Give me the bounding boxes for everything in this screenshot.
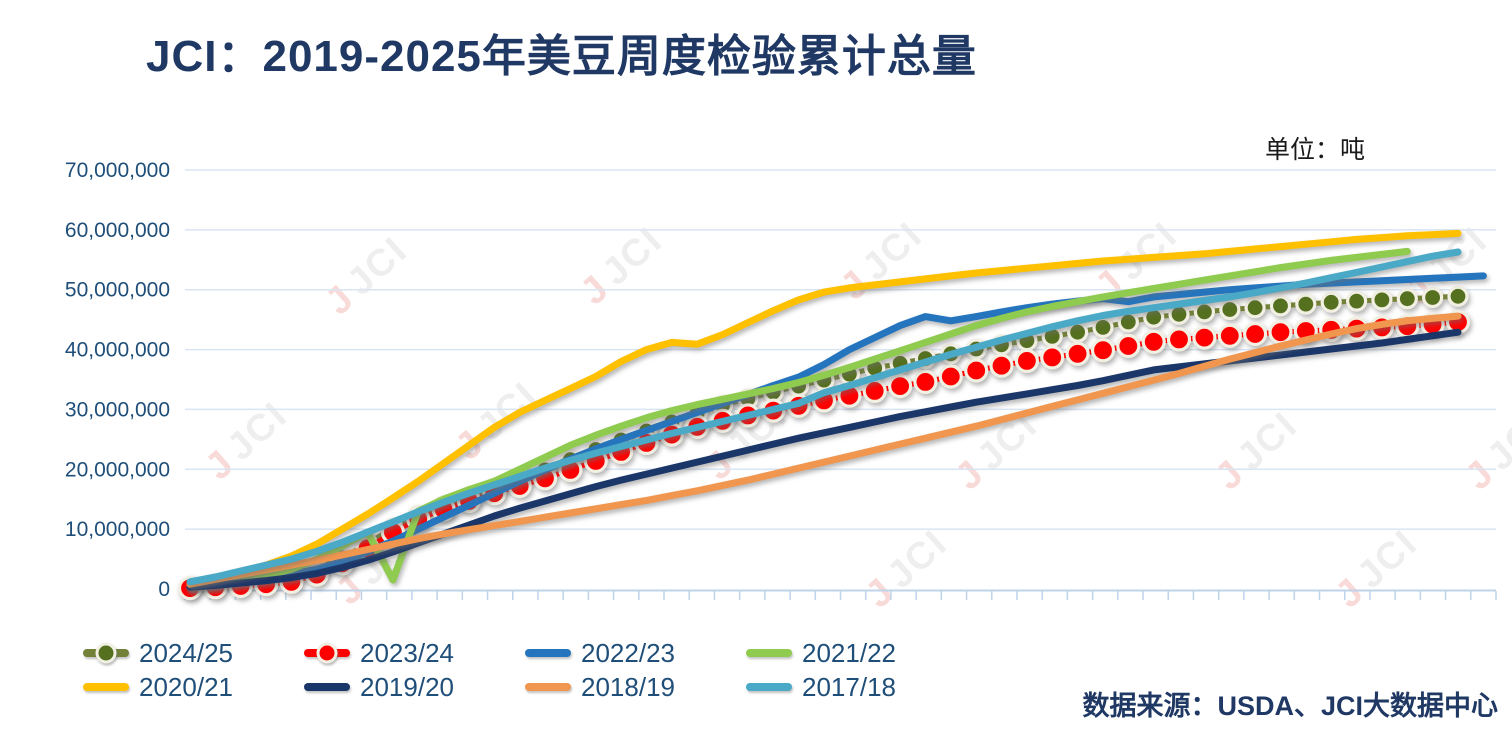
data-point-marker [1295, 293, 1317, 315]
legend-swatch-2022-23 [525, 649, 571, 657]
y-tick-label: 20,000,000 [65, 458, 170, 481]
legend-label: 2020/21 [139, 671, 233, 702]
legend-item-2017-18: 2017/18 [746, 672, 967, 703]
data-point-marker [1066, 321, 1089, 343]
legend-swatch-2018-19 [525, 683, 571, 691]
legend-item-2023-24: 2023/24 [304, 638, 525, 669]
legend-swatch-2019-20 [304, 683, 350, 691]
data-point-marker [1092, 316, 1114, 338]
legend-swatch-2020-21 [83, 683, 129, 691]
legend-label: 2017/18 [802, 671, 896, 702]
data-point-marker [1065, 341, 1090, 366]
data-point-marker [1090, 338, 1116, 363]
data-point-marker [1371, 289, 1393, 311]
y-tick-label: 40,000,000 [65, 339, 170, 362]
series-2019-20 [186, 328, 1462, 591]
data-point-marker [1014, 348, 1040, 373]
legend-label: 2024/25 [139, 637, 233, 668]
series-2017-18 [186, 248, 1462, 586]
legend-label: 2021/22 [802, 637, 896, 668]
legend-item-2022-23: 2022/23 [525, 638, 746, 669]
data-point-marker [1320, 291, 1342, 313]
legend-label: 2022/23 [581, 637, 675, 668]
legend-item-2021-22: 2021/22 [746, 638, 967, 669]
page-title: JCI：2019-2025年美豆周度检验累计总量 [146, 32, 977, 81]
series-2021-22 [186, 247, 1411, 591]
legend-swatch-2017-18 [746, 683, 792, 691]
source-label: 数据来源：USDA、JCI大数据中心 [1082, 691, 1498, 721]
data-point-marker [887, 374, 913, 399]
data-point-marker [1345, 290, 1368, 312]
data-point-marker [1166, 327, 1192, 352]
legend-label: 2018/19 [581, 671, 675, 702]
data-point-marker [1193, 301, 1216, 323]
legend-marker-dot [95, 642, 117, 664]
legend-swatch-2023-24 [304, 642, 350, 664]
unit-label: 单位：吨 [1264, 136, 1365, 164]
data-point-marker [1269, 295, 1292, 317]
data-point-marker [1040, 345, 1065, 370]
data-point-marker [1244, 297, 1266, 319]
data-point-marker [1192, 325, 1217, 350]
y-tick-label: 50,000,000 [65, 279, 170, 302]
legend-label: 2019/20 [360, 671, 454, 702]
data-point-marker [913, 369, 938, 394]
data-point-marker [1421, 286, 1444, 309]
data-point-marker [1219, 298, 1241, 321]
data-point-marker [1116, 333, 1141, 359]
data-point-marker [1141, 329, 1166, 354]
series-2020-21 [186, 229, 1462, 589]
data-point-marker [1268, 320, 1293, 345]
y-tick-label: 70,000,000 [65, 159, 170, 182]
data-point-marker [1396, 288, 1418, 310]
data-point-marker [989, 353, 1014, 378]
legend-item-2020-21: 2020/21 [83, 672, 304, 703]
legend-swatch-2024-25 [83, 642, 129, 664]
legend-item-2018-19: 2018/19 [525, 672, 746, 703]
y-tick-label: 0 [158, 578, 170, 601]
data-point-marker [1217, 323, 1242, 348]
legend-swatch-2021-22 [746, 649, 792, 657]
y-tick-label: 60,000,000 [65, 219, 170, 242]
data-point-marker [1242, 321, 1268, 347]
legend-marker-dot [316, 642, 338, 664]
x-axis [184, 589, 1497, 600]
legend-item-2024-25: 2024/25 [83, 638, 304, 669]
data-point-marker [938, 364, 963, 389]
y-axis-labels: 0 10,000,000 20,000,000 30,000,000 40,000,00… [65, 159, 170, 601]
legend: 2024/25 2023/24 2022/23 2021/22 2020/21 … [83, 636, 967, 704]
legend-label: 2023/24 [360, 637, 454, 668]
series-2018-19 [186, 312, 1462, 588]
data-point-marker [964, 358, 989, 383]
y-tick-label: 30,000,000 [65, 398, 170, 421]
data-point-marker [1447, 285, 1469, 307]
legend-item-2019-20: 2019/20 [304, 672, 525, 703]
y-tick-label: 10,000,000 [65, 518, 170, 541]
